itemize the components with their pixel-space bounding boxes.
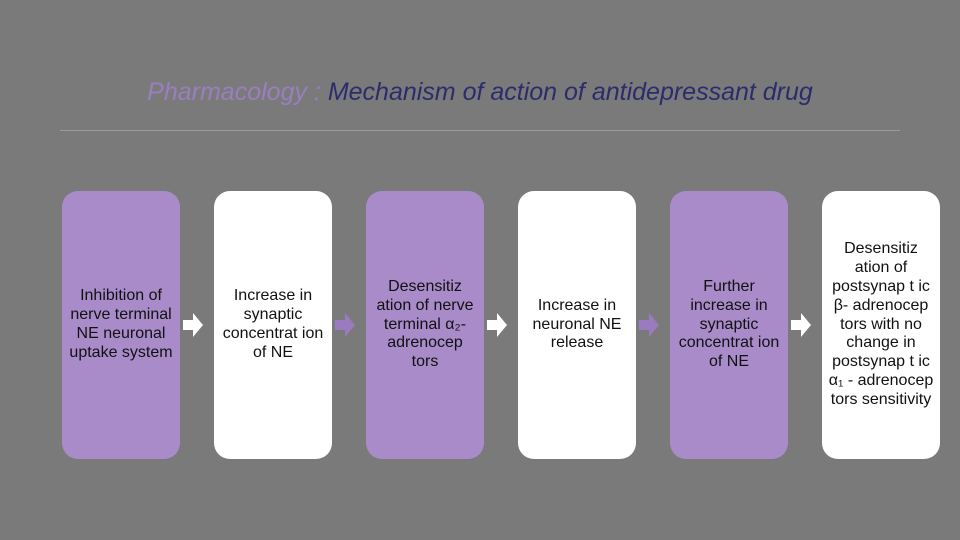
title-part2: Mechanism of action of antidepressant dr… <box>328 78 813 106</box>
flow-step-label: Further increase in synaptic concentrat … <box>676 278 782 372</box>
flow-step-label: Inhibition of nerve terminal NE neuronal… <box>68 287 174 363</box>
flow-arrow-icon <box>332 313 358 337</box>
flow-step-label: Desensitiz ation of postsynap t ic β- ad… <box>828 240 934 410</box>
flow-step-4: Increase in neuronal NE release <box>518 191 636 459</box>
flow-arrow-icon <box>788 313 814 337</box>
flow-arrow-icon <box>484 313 510 337</box>
flow-step-6: Desensitiz ation of postsynap t ic β- ad… <box>822 191 940 459</box>
title-part1: Pharmacology : <box>147 78 328 106</box>
flow-arrow-icon <box>180 313 206 337</box>
slide: Pharmacology : Mechanism of action of an… <box>0 0 960 540</box>
flowchart: Inhibition of nerve terminal NE neuronal… <box>62 185 930 465</box>
slide-title: Pharmacology : Mechanism of action of an… <box>147 78 813 107</box>
flow-step-3: Desensitiz ation of nerve terminal α₂- a… <box>366 191 484 459</box>
flow-arrow-icon <box>636 313 662 337</box>
flow-step-2: Increase in synaptic concentrat ion of N… <box>214 191 332 459</box>
flow-step-label: Increase in neuronal NE release <box>524 297 630 354</box>
flow-step-5: Further increase in synaptic concentrat … <box>670 191 788 459</box>
flow-step-label: Increase in synaptic concentrat ion of N… <box>220 287 326 363</box>
title-divider <box>60 130 900 131</box>
title-wrap: Pharmacology : Mechanism of action of an… <box>0 78 960 107</box>
flow-step-label: Desensitiz ation of nerve terminal α₂- a… <box>372 278 478 372</box>
flow-step-1: Inhibition of nerve terminal NE neuronal… <box>62 191 180 459</box>
